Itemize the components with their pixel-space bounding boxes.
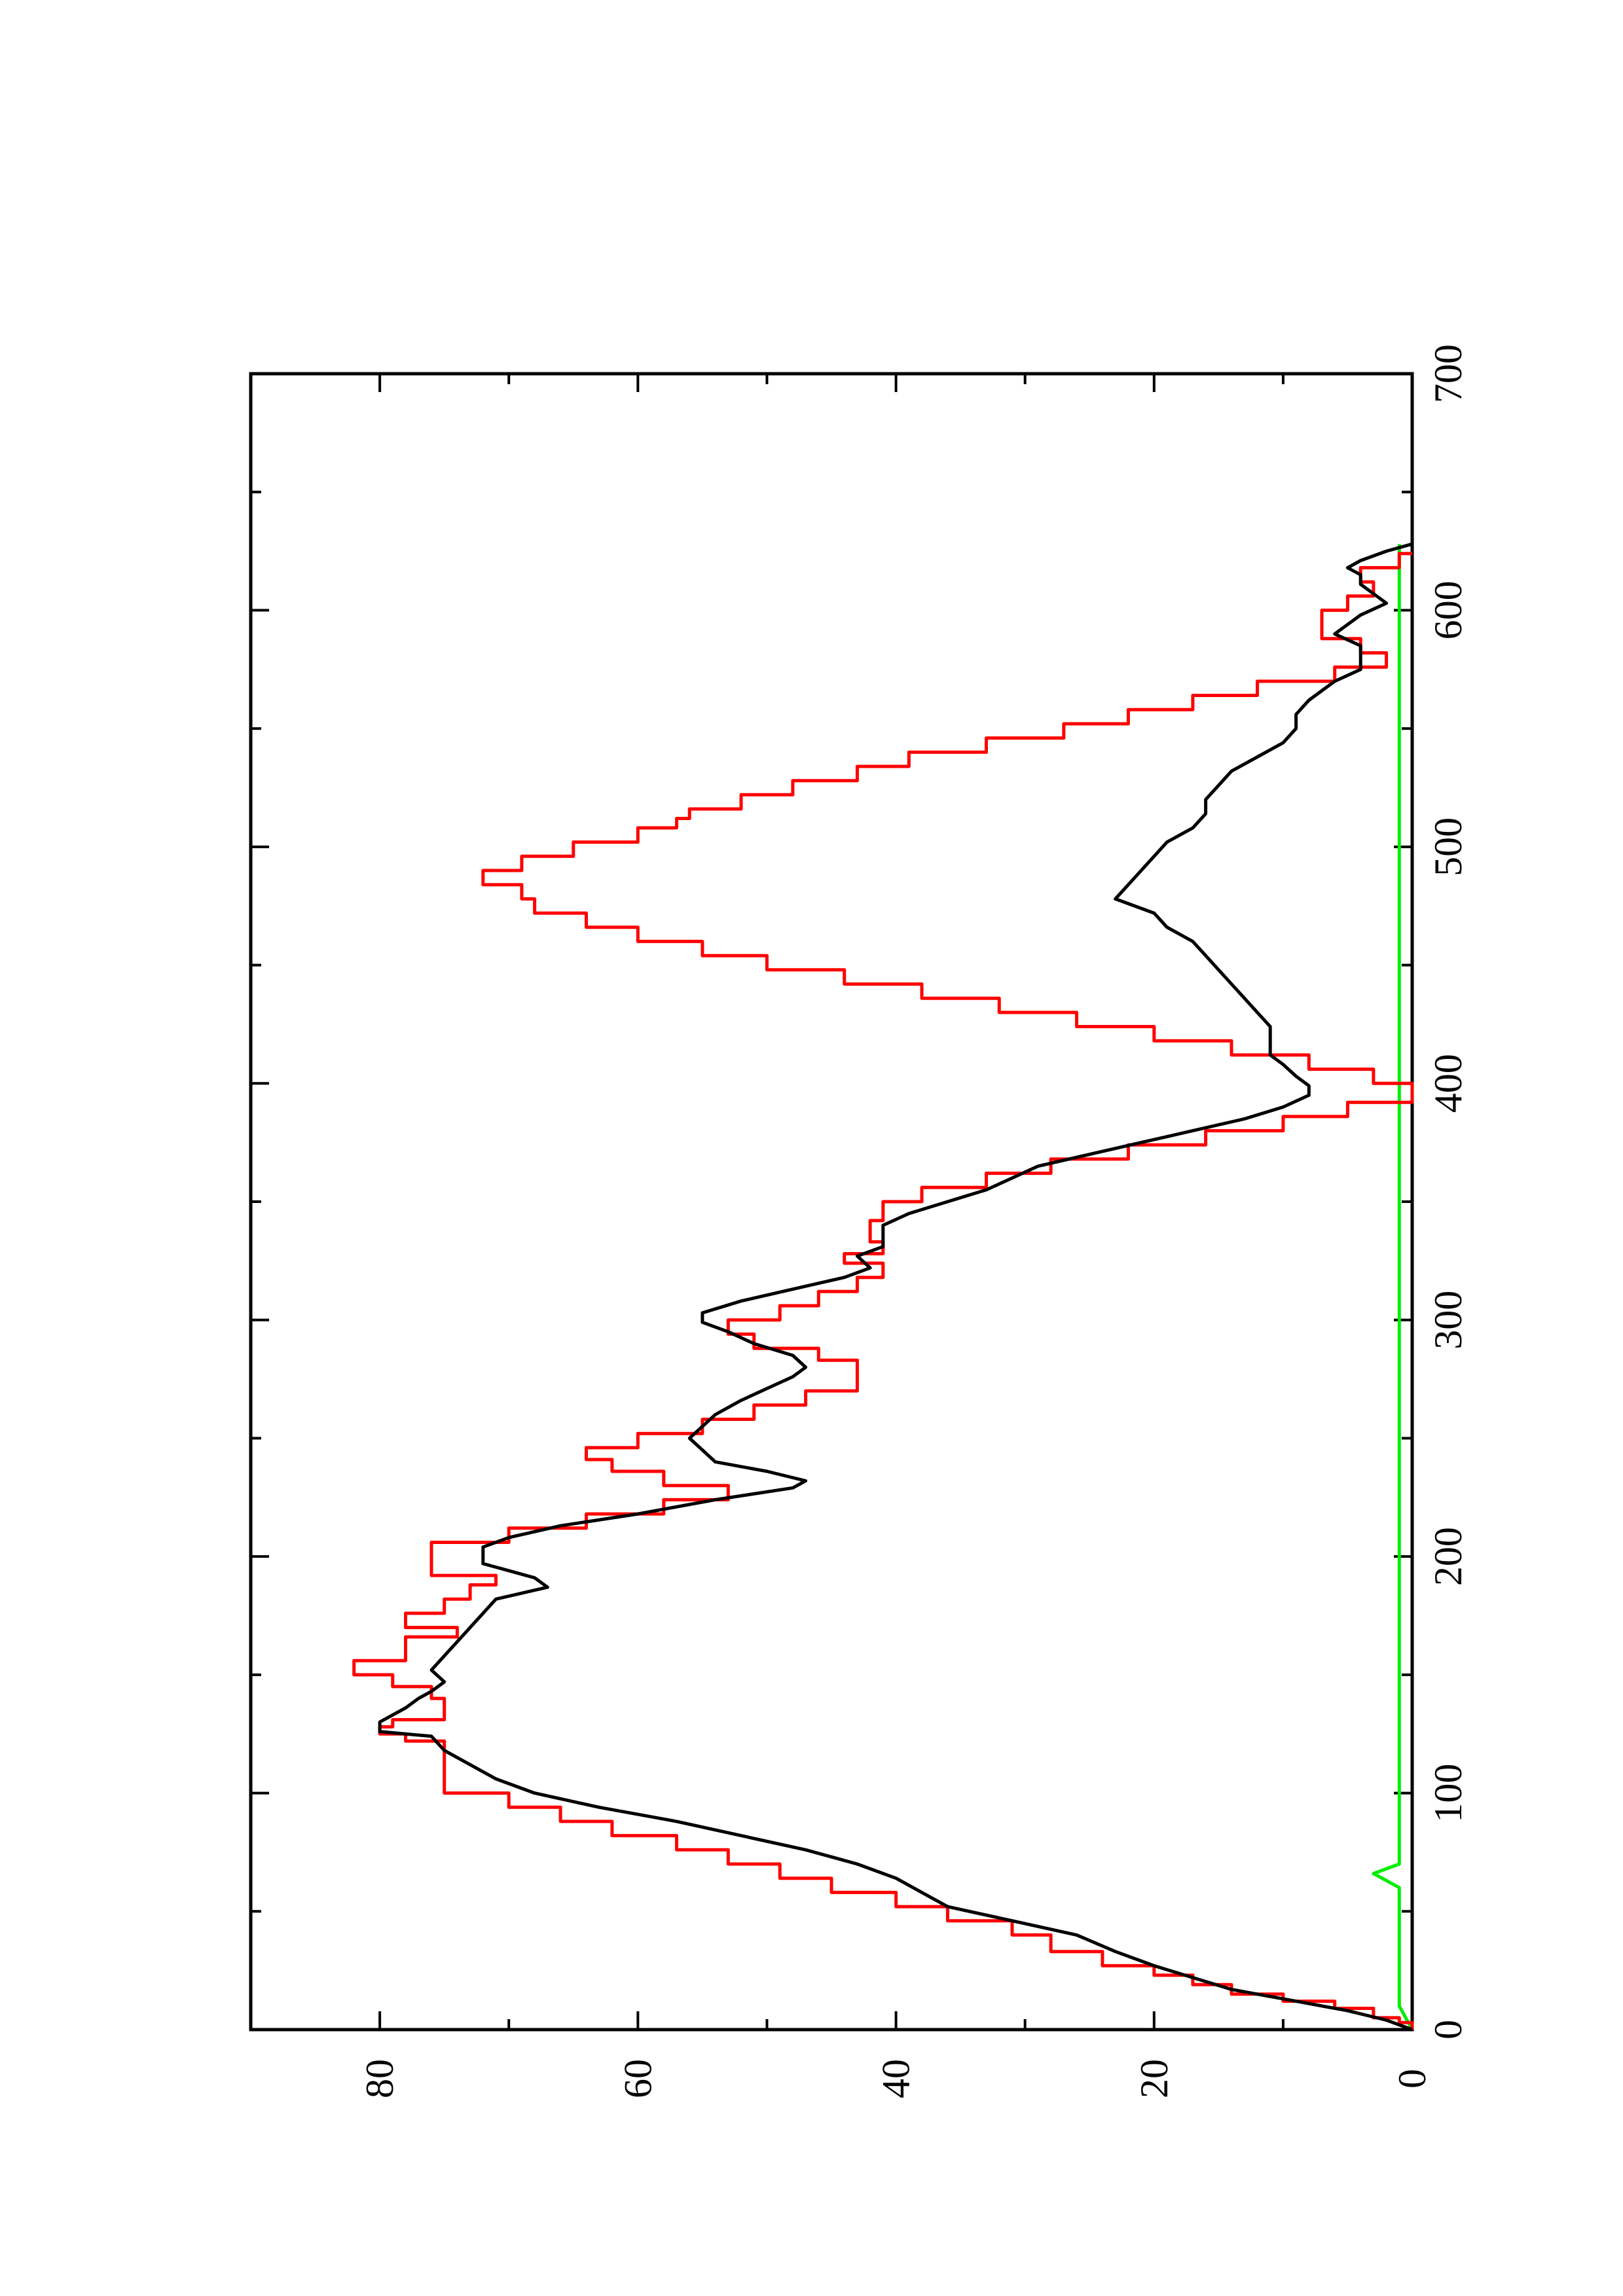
y-tick-label: 0 bbox=[1391, 2069, 1434, 2089]
x-tick-label: 300 bbox=[1427, 1291, 1470, 1350]
axis-ticks bbox=[251, 372, 1413, 2031]
y-tick-label: 40 bbox=[875, 2059, 918, 2098]
x-tick-label: 700 bbox=[1427, 344, 1470, 403]
x-tick-label: 200 bbox=[1427, 1527, 1470, 1586]
x-tick-label: 400 bbox=[1427, 1054, 1470, 1113]
x-tick-label: 500 bbox=[1427, 817, 1470, 876]
y-tick-label: 80 bbox=[358, 2059, 401, 2098]
tick-labels: 0 100 200 300 400 500 600 700 0 20 40 60 80 bbox=[358, 344, 1470, 2098]
y-tick-label: 20 bbox=[1133, 2059, 1176, 2098]
x-tick-label: 600 bbox=[1427, 581, 1470, 639]
plot-frame bbox=[249, 372, 1414, 2032]
series-line-0 bbox=[378, 542, 1413, 2032]
y-tick-label: 60 bbox=[616, 2059, 659, 2098]
x-tick-label: 100 bbox=[1427, 1764, 1470, 1823]
series-line-2 bbox=[1372, 544, 1414, 2031]
series-lines bbox=[352, 542, 1414, 2032]
series-line-1 bbox=[352, 552, 1414, 2030]
x-tick-label: 0 bbox=[1427, 2020, 1470, 2039]
